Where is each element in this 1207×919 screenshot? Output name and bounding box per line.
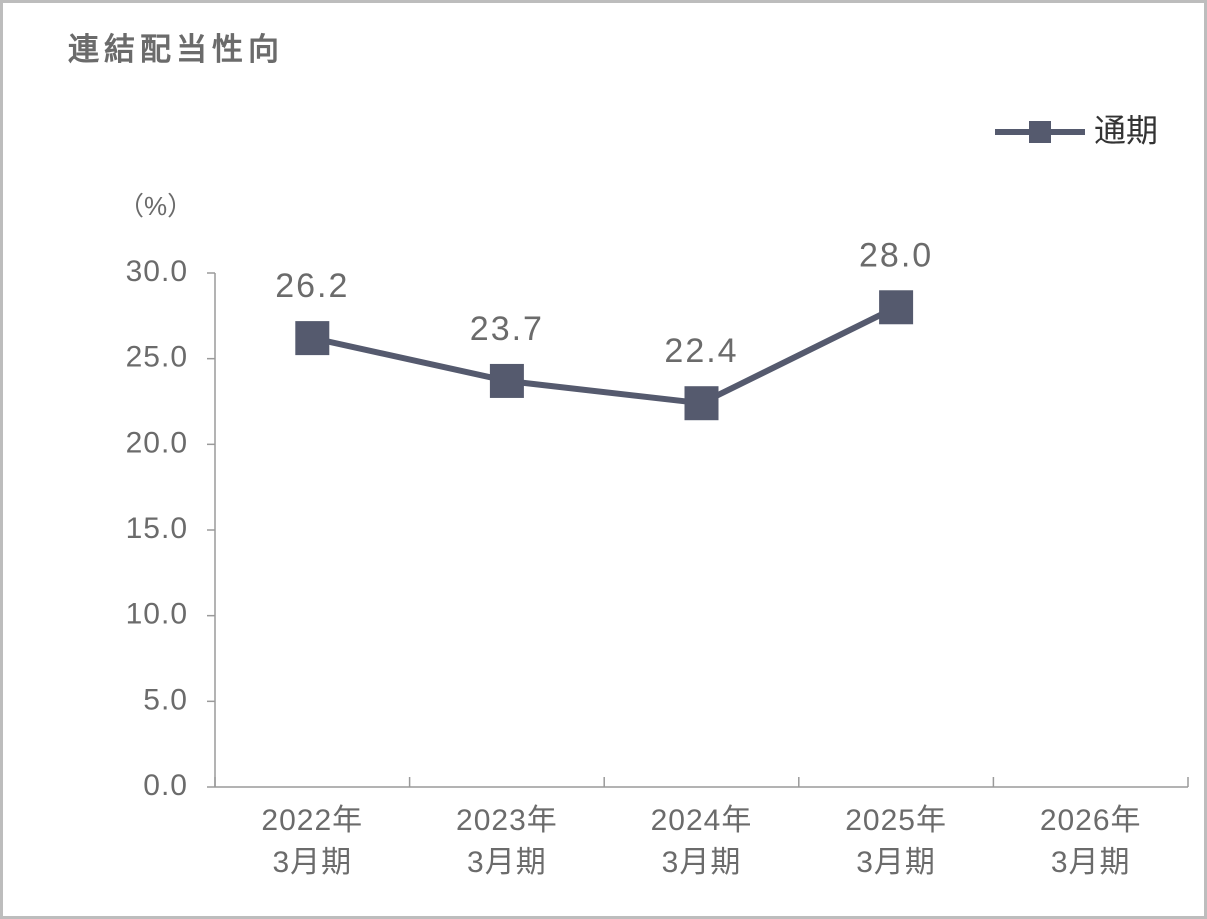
- x-tick-label: 2025年: [845, 804, 947, 837]
- value-label: 22.4: [664, 332, 738, 370]
- x-tick-label: 3月期: [272, 846, 352, 879]
- x-tick-label: 2024年: [651, 804, 753, 837]
- y-tick-label: 20.0: [126, 426, 188, 459]
- value-label: 26.2: [275, 267, 349, 305]
- marker: [489, 363, 524, 398]
- series-line: [311, 304, 898, 407]
- x-tick-label: 2023年: [456, 804, 558, 837]
- value-label: 23.7: [470, 310, 544, 348]
- y-tick-label: 0.0: [143, 769, 188, 802]
- marker: [879, 290, 914, 325]
- y-tick-label: 10.0: [126, 598, 188, 631]
- y-tick-label: 15.0: [126, 512, 188, 545]
- chart-title: 連結配当性向: [68, 32, 284, 67]
- y-tick-label: 30.0: [126, 255, 188, 288]
- x-tick-label: 3月期: [856, 846, 936, 879]
- x-tick-label: 2022年: [261, 804, 363, 837]
- marker: [684, 386, 719, 421]
- x-tick-label: 3月期: [1051, 846, 1131, 879]
- y-tick-label: 5.0: [143, 683, 188, 716]
- y-unit: （%）: [118, 191, 193, 221]
- x-tick-label: 2026年: [1040, 804, 1142, 837]
- x-tick-label: 3月期: [467, 846, 547, 879]
- y-tick-label: 25.0: [126, 341, 188, 374]
- value-label: 28.0: [859, 236, 933, 274]
- x-tick-label: 3月期: [662, 846, 742, 879]
- legend-label: 通期: [1094, 112, 1158, 148]
- marker: [295, 321, 330, 356]
- legend-marker: [1029, 121, 1051, 143]
